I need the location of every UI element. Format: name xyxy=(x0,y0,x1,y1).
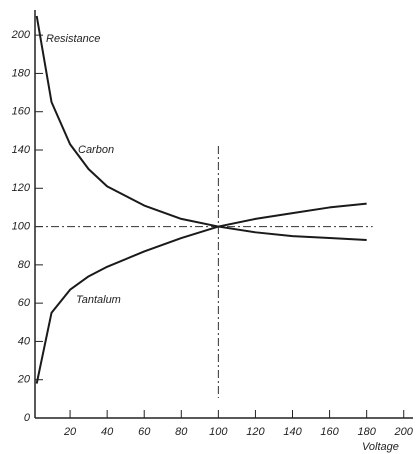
y-tick-label: 60 xyxy=(18,297,31,309)
x-tick-label: 40 xyxy=(101,426,114,438)
x-tick-label: 100 xyxy=(209,426,228,438)
x-tick-label: 60 xyxy=(138,426,151,438)
y-tick-label: 0 xyxy=(24,412,31,424)
series-line xyxy=(35,202,367,384)
x-tick-label: 120 xyxy=(246,426,265,438)
y-tick-label: 180 xyxy=(12,67,31,79)
y-tick-label: 80 xyxy=(18,259,31,271)
y-tick-label: 140 xyxy=(12,144,31,156)
y-tick-label: 20 xyxy=(17,374,31,386)
y-tick-label: 120 xyxy=(12,182,31,194)
y-tick-label: 200 xyxy=(11,29,31,41)
series-line xyxy=(35,15,367,241)
series-label: Tantalum xyxy=(76,294,121,306)
x-tick-label: 200 xyxy=(394,426,414,438)
y-tick-label: 160 xyxy=(12,106,31,118)
x-tick-label: 80 xyxy=(175,426,188,438)
x-tick-label: 160 xyxy=(320,426,339,438)
x-axis-label: Voltage xyxy=(362,441,399,453)
x-tick-label: 180 xyxy=(357,426,376,438)
y-axis-label: Resistance xyxy=(46,33,100,45)
x-tick-label: 20 xyxy=(63,426,77,438)
series-label: Carbon xyxy=(78,144,114,156)
y-tick-label: 100 xyxy=(12,220,31,232)
y-tick-label: 40 xyxy=(18,335,31,347)
x-tick-label: 140 xyxy=(283,426,302,438)
